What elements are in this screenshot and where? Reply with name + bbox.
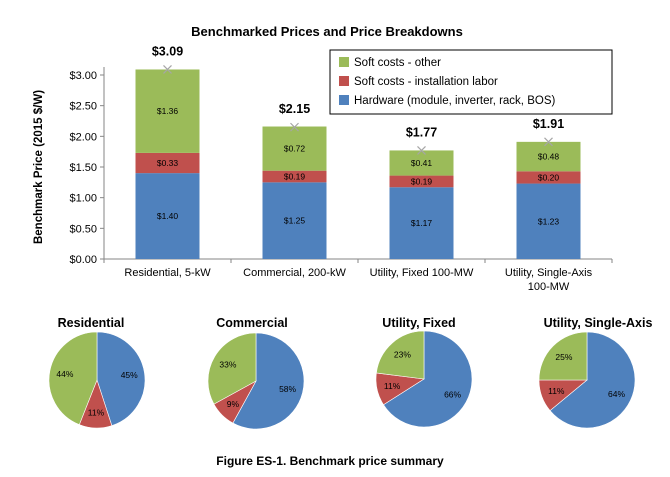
y-tick-label: $3.00 xyxy=(69,70,97,82)
pie-title: Utility, Single-Axis xyxy=(544,316,653,330)
bar-segment xyxy=(516,183,581,259)
pie-title: Commercial xyxy=(216,316,288,330)
y-tick-label: $1.00 xyxy=(69,193,97,205)
pie-slice xyxy=(376,330,425,380)
x-tick-label: Utility, Single-Axis xyxy=(505,267,593,279)
bar-chart-title: Benchmarked Prices and Price Breakdowns xyxy=(191,24,463,39)
y-tick-label: $2.50 xyxy=(69,101,97,113)
pie-slice-label: 66% xyxy=(444,390,461,400)
legend-entry: Soft costs - other xyxy=(354,57,441,69)
pie-title: Residential xyxy=(58,316,125,330)
pie-slice-label: 58% xyxy=(279,384,296,394)
bar-segment-label: $0.33 xyxy=(157,158,179,168)
total-marker xyxy=(544,137,553,147)
legend: Soft costs - other Soft costs - installat… xyxy=(329,49,613,115)
pie-title: Utility, Fixed xyxy=(382,316,455,330)
legend-swatch xyxy=(339,57,349,67)
x-tick-label: Commercial, 200-kW xyxy=(243,267,346,279)
bar-total-label: $1.91 xyxy=(533,117,564,131)
bar-segment-label: $1.23 xyxy=(538,216,560,226)
pie-slice-label: 64% xyxy=(608,389,625,399)
bar-segment xyxy=(135,173,200,259)
x-tick-label: 100-MW xyxy=(528,281,570,293)
bar-segment-label: $0.19 xyxy=(284,172,306,182)
y-tick-label: $2.00 xyxy=(69,131,97,143)
legend-box xyxy=(329,49,613,115)
bar-segment-label: $0.72 xyxy=(284,144,306,154)
x-tick-label: Residential, 5-kW xyxy=(124,267,211,279)
bar-segment xyxy=(389,175,454,188)
legend-swatch xyxy=(339,95,349,105)
pie-slice xyxy=(549,331,636,429)
pie-slice-label: 11% xyxy=(548,386,565,396)
bar-segment-label: $1.36 xyxy=(157,106,179,116)
y-tick-label: $1.50 xyxy=(69,162,97,174)
bar-segment xyxy=(516,171,581,184)
bar-segment xyxy=(516,141,581,172)
bar-segment xyxy=(262,182,327,259)
legend-entry: Soft costs - installation labor xyxy=(354,76,498,88)
bar-total-label: $2.15 xyxy=(279,102,310,116)
bar-segment xyxy=(389,187,454,259)
pie-slice xyxy=(48,331,98,426)
bar-segment xyxy=(135,152,200,174)
y-axis-label: Benchmark Price (2015 $/W) xyxy=(33,90,45,244)
pie-slice xyxy=(96,331,146,427)
bar-total-label: $1.77 xyxy=(406,125,437,139)
pie-chart: Utility, Fixed 66% 11% 23% xyxy=(375,316,473,428)
bar-segment-label: $1.25 xyxy=(284,216,306,226)
pie-slice-label: 44% xyxy=(56,369,73,379)
pie-slice xyxy=(232,332,305,430)
bar-segment xyxy=(262,170,327,183)
pie-slice-label: 23% xyxy=(394,350,411,360)
pie-charts: Residential 45% 11% 44% Commercial 58% 9% 33% Ut… xyxy=(48,316,653,430)
pie-chart: Residential 45% 11% 44% xyxy=(48,316,146,429)
pie-chart: Utility, Single-Axis 64% 11% 25% xyxy=(538,316,653,429)
pie-slice-label: 9% xyxy=(227,399,240,409)
y-tick-label: $0.50 xyxy=(69,223,97,235)
pie-slice-label: 11% xyxy=(384,381,401,391)
pie-slice-label: 11% xyxy=(88,408,105,418)
total-marker xyxy=(290,122,299,132)
bar-segment-label: $0.19 xyxy=(411,176,433,186)
pie-slice xyxy=(538,331,588,381)
pie-slice xyxy=(207,332,257,405)
x-tick-label: Utility, Fixed 100-MW xyxy=(370,267,474,279)
bar-chart: Benchmark Price (2015 $/W) $0.00 $0.50 $1.0… xyxy=(33,44,613,293)
figure-caption: Figure ES-1. Benchmark price summary xyxy=(216,454,444,468)
y-tick-label: $0.00 xyxy=(69,254,97,266)
pie-slice-label: 45% xyxy=(121,370,138,380)
bar-total-label: $3.09 xyxy=(152,44,183,58)
pie-slice-label: 33% xyxy=(219,359,236,369)
total-marker xyxy=(163,65,172,74)
pie-chart: Commercial 58% 9% 33% xyxy=(207,316,305,430)
bar-segment-label: $0.20 xyxy=(538,172,560,182)
bar-segment-label: $0.48 xyxy=(538,152,560,162)
legend-entry: Hardware (module, inverter, rack, BOS) xyxy=(354,95,555,107)
total-marker xyxy=(417,146,426,155)
bar-segment-label: $0.41 xyxy=(411,158,433,168)
pie-slice xyxy=(383,330,473,428)
bar-segment xyxy=(389,150,454,176)
bar-segment-label: $1.17 xyxy=(411,218,433,228)
pie-slice-label: 25% xyxy=(555,352,572,362)
bar-segment xyxy=(135,69,200,153)
legend-swatch xyxy=(339,76,349,86)
bar-segment-label: $1.40 xyxy=(157,211,179,221)
bar-segment xyxy=(262,126,327,171)
